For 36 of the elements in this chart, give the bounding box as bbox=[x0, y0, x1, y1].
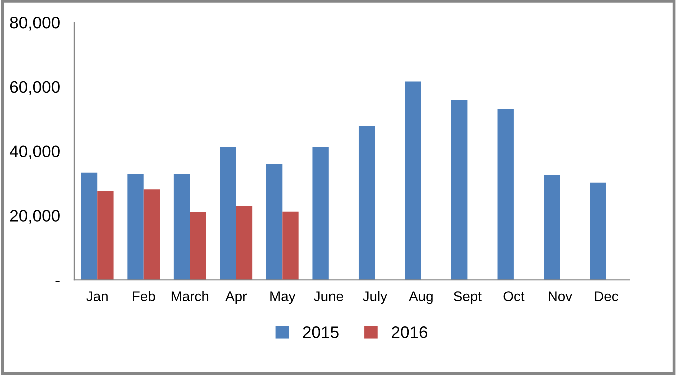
x-tick-label: Dec bbox=[595, 292, 618, 302]
bar bbox=[590, 182, 606, 280]
bar bbox=[312, 147, 329, 280]
x-tick-label: July bbox=[363, 291, 388, 304]
bar bbox=[220, 147, 236, 280]
x-tick-label: Sept bbox=[454, 292, 482, 304]
x-tick-label: May bbox=[270, 292, 296, 304]
bar bbox=[98, 191, 114, 280]
bar bbox=[236, 206, 253, 280]
y-tick-label: 60,000 bbox=[10, 81, 60, 96]
y-tick-label: 40,000 bbox=[10, 146, 60, 160]
x-tick-label: June bbox=[314, 292, 344, 302]
bar bbox=[358, 126, 376, 280]
bar bbox=[266, 164, 283, 280]
x-tick-label: Nov bbox=[549, 292, 573, 302]
y-tick-label: 80,000 bbox=[10, 16, 60, 31]
x-tick-label: Feb bbox=[133, 291, 156, 302]
bar bbox=[498, 109, 514, 280]
x-tick-label: Apr bbox=[226, 292, 247, 304]
legend-label: 2016 bbox=[392, 326, 428, 338]
bar bbox=[174, 174, 190, 280]
bar bbox=[282, 212, 299, 280]
x-tick-label: Oct bbox=[504, 292, 525, 302]
legend-label: 2015 bbox=[303, 326, 339, 338]
bar bbox=[128, 174, 144, 280]
x-tick-label: Jan bbox=[86, 292, 108, 302]
x-tick-label: Aug bbox=[409, 292, 433, 304]
bar bbox=[544, 175, 560, 280]
y-tick-label: - bbox=[56, 281, 60, 282]
bar bbox=[452, 100, 468, 280]
bar bbox=[144, 190, 160, 280]
x-tick-label: March bbox=[172, 291, 209, 302]
bar bbox=[405, 82, 422, 280]
bar bbox=[81, 172, 98, 280]
bar bbox=[190, 212, 206, 280]
y-tick-label: 20,000 bbox=[10, 210, 60, 224]
